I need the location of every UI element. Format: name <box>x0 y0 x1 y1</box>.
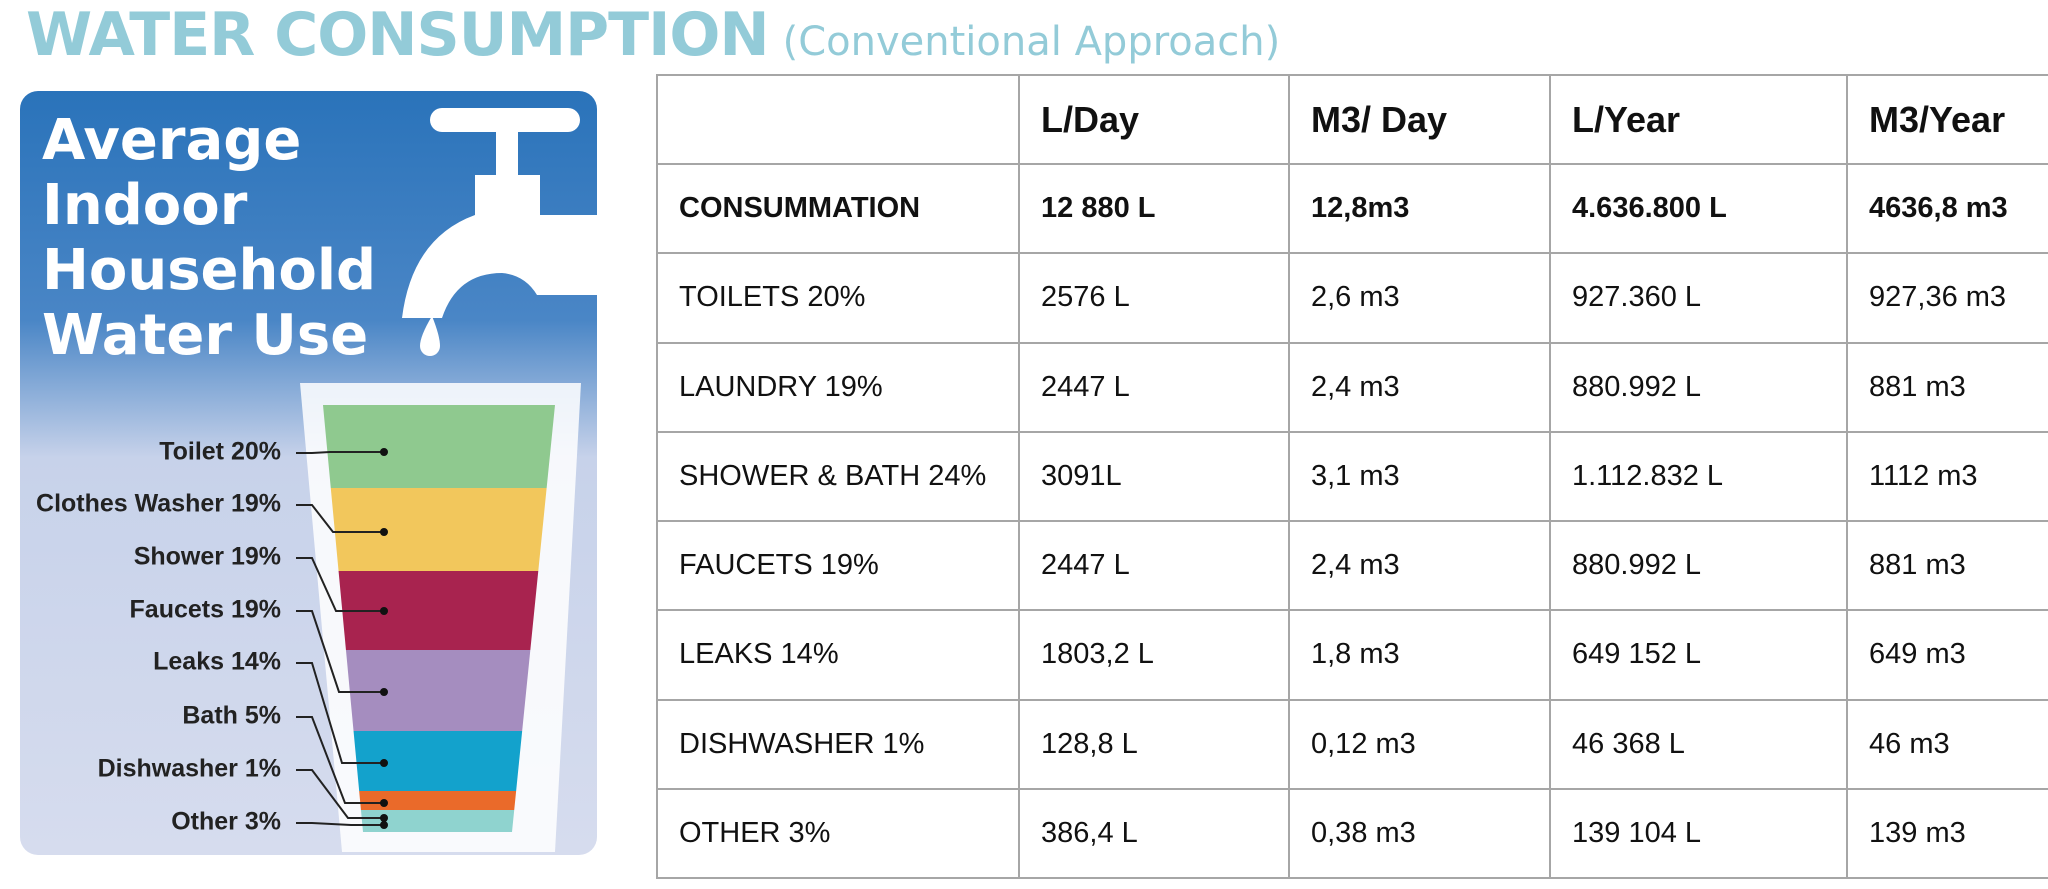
table-cell: 4636,8 m3 <box>1846 162 2048 255</box>
table-cell: DISHWASHER 1% <box>656 698 1020 790</box>
table-cell: OTHER 3% <box>656 787 1020 880</box>
header-cell: M3/ Day <box>1288 74 1551 165</box>
infographic: Toilet 20% Clothes Washer 19% Shower 19% Fa… <box>20 91 597 855</box>
leader-dot <box>380 821 388 829</box>
header-row: L/Day M3/ Day L/Year M3/Year <box>656 74 2048 165</box>
table-cell: 128,8 L <box>1018 698 1290 790</box>
table-cell: 0,38 m3 <box>1288 787 1551 880</box>
header-cell: L/Day <box>1018 74 1290 165</box>
glass-segment <box>330 488 547 571</box>
table-cell: 927.360 L <box>1549 252 1848 344</box>
table-row: TOILETS 20% 2576 L 2,6 m3 927.360 L 927,36 m… <box>656 252 2048 344</box>
table-cell: 880.992 L <box>1549 341 1848 433</box>
subtitle: (Conventional Approach) <box>782 19 1281 65</box>
table-cell: LAUNDRY 19% <box>656 341 1020 433</box>
table-cell: 1.112.832 L <box>1549 430 1848 523</box>
segment-label: Shower 19% <box>134 543 281 571</box>
infographic-heading: Average <box>42 108 301 173</box>
table-cell: 649 152 L <box>1549 609 1848 701</box>
table-cell: FAUCETS 19% <box>656 519 1020 612</box>
infographic-heading: Household <box>42 238 376 303</box>
header-cell: M3/Year <box>1846 74 2048 165</box>
table-cell: 12 880 L <box>1018 162 1290 255</box>
segment-label: Bath 5% <box>182 702 281 730</box>
leader-dot <box>380 759 388 767</box>
leader-line <box>296 557 384 612</box>
leader-dot <box>380 448 388 456</box>
leader-line <box>296 662 384 764</box>
table-cell: LEAKS 14% <box>656 609 1020 701</box>
leader-line <box>296 822 384 826</box>
table-row: LEAKS 14% 1803,2 L 1,8 m3 649 152 L 649 m3 <box>656 609 2048 701</box>
table-cell: 2447 L <box>1018 519 1290 612</box>
table-cell: CONSUMMATION <box>656 162 1020 255</box>
table-cell: 1112 m3 <box>1846 430 2048 523</box>
table-cell: 4.636.800 L <box>1549 162 1848 255</box>
table-cell: 927,36 m3 <box>1846 252 2048 344</box>
table-cell: 46 368 L <box>1549 698 1848 790</box>
consumption-table: L/Day M3/ Day L/Year M3/Year CONSUMMATION 12… <box>656 74 2048 880</box>
leader-line <box>296 716 384 804</box>
title-block: WATER CONSUMPTION (Conventional Approach) <box>26 0 1280 70</box>
segment-label: Other 3% <box>171 808 281 836</box>
leader-line <box>296 504 384 533</box>
leader-line <box>296 451 384 454</box>
segment-label: Toilet 20% <box>159 438 281 466</box>
table-cell: 2447 L <box>1018 341 1290 433</box>
table-cell: TOILETS 20% <box>656 252 1020 344</box>
table-cell: 0,12 m3 <box>1288 698 1551 790</box>
table-cell: 386,4 L <box>1018 787 1290 880</box>
table-cell: 881 m3 <box>1846 519 2048 612</box>
table-cell: 880.992 L <box>1549 519 1848 612</box>
glass-segment <box>338 571 539 650</box>
table-cell: 2,4 m3 <box>1288 519 1551 612</box>
table-cell: 3,1 m3 <box>1288 430 1551 523</box>
table-cell: 139 m3 <box>1846 787 2048 880</box>
table-cell: 881 m3 <box>1846 341 2048 433</box>
table-cell: SHOWER & BATH 24% <box>656 430 1020 523</box>
glass-segment <box>323 405 555 488</box>
segment-label: Dishwasher 1% <box>98 755 281 783</box>
leader-line <box>296 610 384 693</box>
table-cell: 2,4 m3 <box>1288 341 1551 433</box>
table-row: FAUCETS 19% 2447 L 2,4 m3 880.992 L 881 m3 <box>656 519 2048 612</box>
infographic-heading: Water Use <box>42 303 368 368</box>
table-row: LAUNDRY 19% 2447 L 2,4 m3 880.992 L 881 m3 <box>656 341 2048 433</box>
leader-dot <box>380 814 388 822</box>
table-cell: 1,8 m3 <box>1288 609 1551 701</box>
table-row: DISHWASHER 1% 128,8 L 0,12 m3 46 368 L 46 m3 <box>656 698 2048 790</box>
infographic-heading: Indoor <box>42 173 248 238</box>
leader-line <box>296 769 384 819</box>
segment-label: Faucets 19% <box>130 596 281 624</box>
table-cell: 12,8m3 <box>1288 162 1551 255</box>
glass-segment <box>353 731 523 791</box>
table-cell: 2,6 m3 <box>1288 252 1551 344</box>
glass-segment <box>359 791 517 810</box>
segment-label: Leaks 14% <box>153 648 281 676</box>
table-cell: 649 m3 <box>1846 609 2048 701</box>
leader-dot <box>380 688 388 696</box>
title: WATER CONSUMPTION <box>26 0 770 70</box>
table-cell: 1803,2 L <box>1018 609 1290 701</box>
segment-label: Clothes Washer 19% <box>36 490 281 518</box>
table-cell: 2576 L <box>1018 252 1290 344</box>
leader-dot <box>380 528 388 536</box>
leader-dot <box>380 607 388 615</box>
leader-dot <box>380 799 388 807</box>
faucet <box>402 108 597 356</box>
header-cell <box>656 74 1020 165</box>
table-row: CONSUMMATION 12 880 L 12,8m3 4.636.800 L 463… <box>656 162 2048 255</box>
table-cell: 3091L <box>1018 430 1290 523</box>
header-cell: L/Year <box>1549 74 1848 165</box>
table-cell: 139 104 L <box>1549 787 1848 880</box>
glass-segment <box>345 650 531 731</box>
table-row: OTHER 3% 386,4 L 0,38 m3 139 104 L 139 m3 <box>656 787 2048 880</box>
glass-segment <box>360 810 515 832</box>
table-cell: 46 m3 <box>1846 698 2048 790</box>
